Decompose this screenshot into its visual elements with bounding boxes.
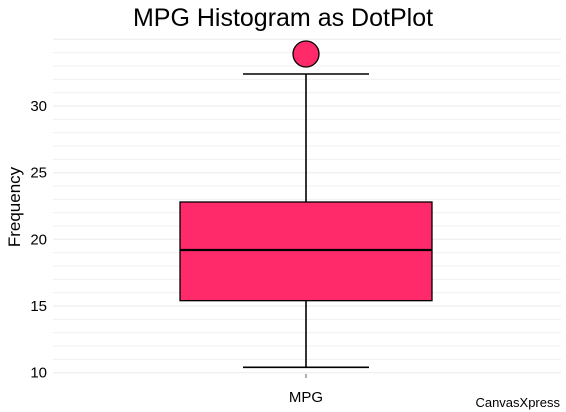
y-tick-label: 30 [30, 98, 47, 115]
x-tick-label: MPG [289, 389, 323, 406]
y-tick-label: 15 [30, 298, 47, 315]
y-tick-label: 25 [30, 165, 47, 182]
interquartile-box [179, 201, 433, 302]
y-tick-label: 20 [30, 231, 47, 248]
canvasxpress-watermark: CanvasXpress [475, 395, 560, 410]
chart-title: MPG Histogram as DotPlot [133, 4, 433, 32]
y-axis-ticks: 10 15 20 25 30 [30, 98, 47, 382]
plot-area [179, 40, 433, 369]
outlier-point [292, 40, 320, 68]
y-tick-label: 10 [30, 365, 47, 382]
y-axis-label: Frequency [5, 166, 24, 247]
x-axis-ticks: MPG [289, 374, 323, 406]
